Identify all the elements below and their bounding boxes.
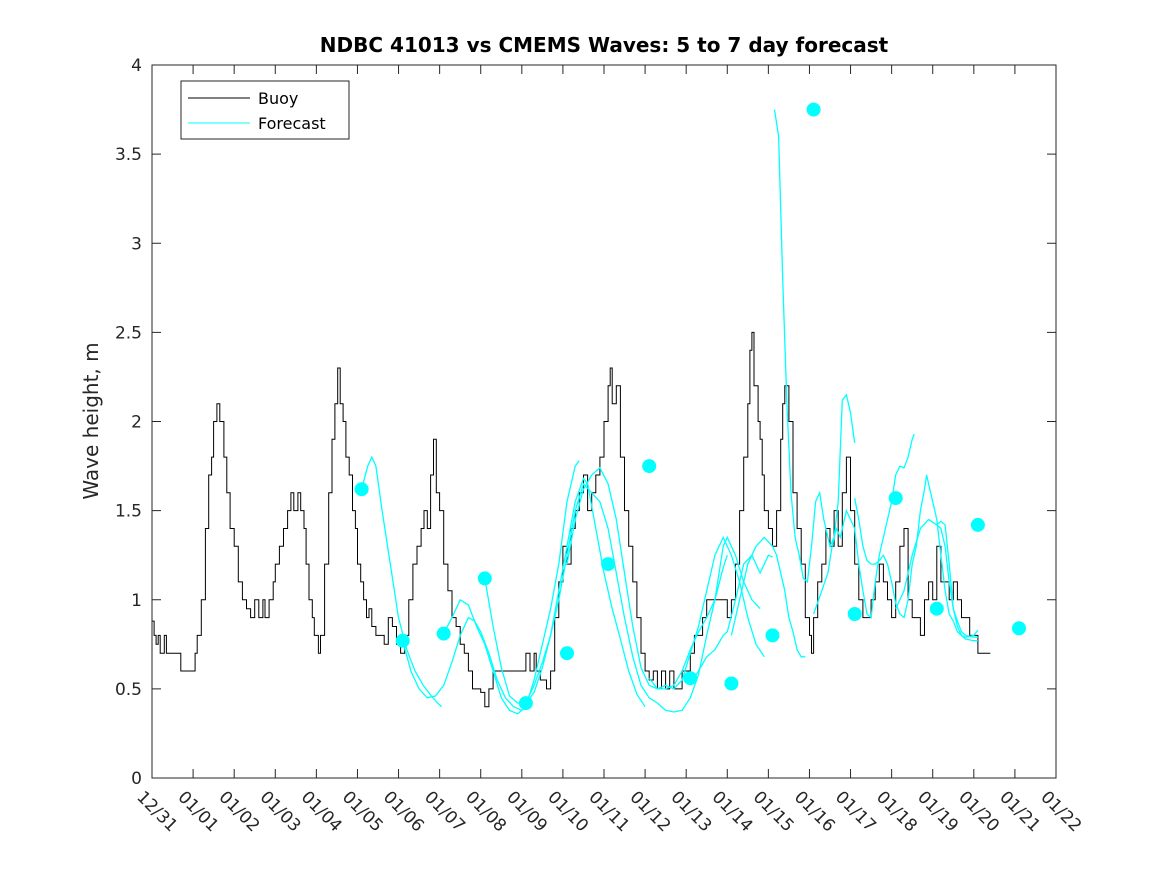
legend-box bbox=[180, 80, 350, 140]
y-axis-label: Wave height, m bbox=[79, 342, 103, 499]
forecast-marker-3 bbox=[477, 571, 492, 586]
forecast-marker-4 bbox=[518, 696, 533, 711]
legend-label-forecast: Forecast bbox=[258, 114, 326, 133]
forecast-marker-14 bbox=[929, 601, 944, 616]
forecast-marker-2 bbox=[436, 626, 451, 641]
y-tick-label: 3.5 bbox=[115, 145, 142, 165]
forecast-line-11 bbox=[854, 474, 979, 638]
forecast-marker-6 bbox=[601, 557, 616, 572]
forecast-line-3 bbox=[484, 477, 646, 708]
y-tick-label: 1.5 bbox=[115, 502, 142, 522]
forecast-marker-10 bbox=[765, 628, 780, 643]
y-tick-label: 2 bbox=[131, 413, 142, 433]
forecast-line-7 bbox=[689, 554, 773, 684]
forecast-marker-13 bbox=[888, 491, 903, 506]
y-tick-label: 1 bbox=[131, 591, 142, 611]
forecast-marker-5 bbox=[560, 646, 574, 661]
forecast-line-8 bbox=[730, 536, 806, 658]
forecast-marker-15 bbox=[970, 517, 985, 532]
legend: Buoy Forecast bbox=[180, 80, 350, 140]
forecast-marker-0 bbox=[354, 482, 369, 497]
forecast-line-2 bbox=[443, 460, 580, 715]
forecast-line-10 bbox=[812, 433, 915, 619]
y-tick-label: 4 bbox=[131, 56, 142, 76]
forecast-line-0 bbox=[360, 455, 443, 708]
forecast-line-9 bbox=[773, 109, 856, 584]
forecast-marker-7 bbox=[642, 459, 657, 474]
forecast-line-13 bbox=[936, 524, 978, 638]
forecast-marker-16 bbox=[1012, 621, 1026, 636]
y-tick-label: 3 bbox=[131, 234, 142, 254]
series-layer bbox=[152, 102, 1026, 715]
legend-label-buoy: Buoy bbox=[258, 89, 298, 108]
y-tick-label: 2.5 bbox=[115, 323, 142, 343]
y-tick-label: 0 bbox=[131, 769, 142, 789]
y-tick-label: 0.5 bbox=[115, 680, 142, 700]
forecast-marker-8 bbox=[683, 671, 698, 686]
forecast-marker-9 bbox=[724, 676, 739, 691]
forecast-marker-11 bbox=[806, 102, 821, 117]
forecast-line-12 bbox=[895, 518, 978, 642]
forecast-marker-1 bbox=[395, 633, 410, 648]
forecast-line-5 bbox=[566, 466, 765, 690]
forecast-marker-12 bbox=[847, 607, 862, 621]
forecast-line-6 bbox=[648, 535, 761, 690]
forecast-line-1 bbox=[402, 616, 523, 711]
chart-title: NDBC 41013 vs CMEMS Waves: 5 to 7 day fo… bbox=[320, 33, 889, 57]
